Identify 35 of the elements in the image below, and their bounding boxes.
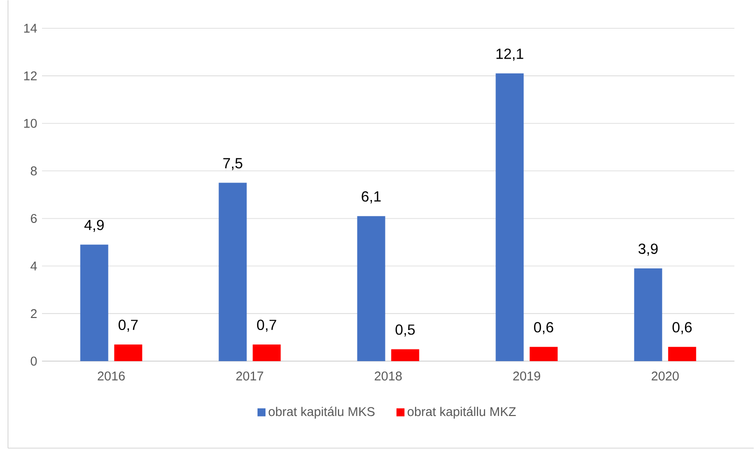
bar (668, 346, 696, 362)
bar (218, 182, 247, 362)
legend-label: obrat kapitállu MKZ (408, 406, 516, 419)
bar (252, 344, 281, 362)
x-tick-label: 2018 (374, 371, 402, 380)
x-tick-label: 2017 (236, 371, 264, 380)
y-tick-label: 4 (30, 262, 37, 270)
y-tick-label: 8 (30, 166, 37, 176)
y-tick-label: 2 (30, 309, 37, 318)
x-tick-label: 2019 (513, 371, 540, 380)
y-tick-label: 14 (24, 24, 37, 33)
x-tick-label: 2016 (98, 371, 125, 380)
data-label: 3,9 (638, 244, 658, 256)
data-label: 0,6 (534, 322, 554, 334)
data-label: 7,5 (223, 158, 242, 170)
bar (80, 244, 108, 362)
y-tick-label: 6 (30, 214, 37, 223)
bar (357, 216, 386, 362)
bar (530, 346, 558, 362)
y-tick-label: 10 (24, 118, 37, 128)
bar (634, 268, 662, 362)
y-tick-label: 12 (24, 71, 37, 80)
legend-label: obrat kapitálu MKS (268, 406, 375, 419)
data-label: 0,7 (257, 320, 276, 332)
data-label: 6,1 (362, 191, 381, 204)
data-label: 0,7 (118, 320, 138, 332)
y-tick-label: 0 (30, 356, 37, 366)
data-label: 0,5 (396, 324, 415, 336)
data-label: 4,9 (84, 220, 104, 232)
x-tick-label: 2020 (652, 371, 679, 380)
bar (391, 349, 420, 362)
bar (496, 73, 524, 362)
bar (114, 344, 142, 362)
data-label: 0,6 (672, 322, 692, 334)
data-label: 12,1 (496, 48, 524, 61)
